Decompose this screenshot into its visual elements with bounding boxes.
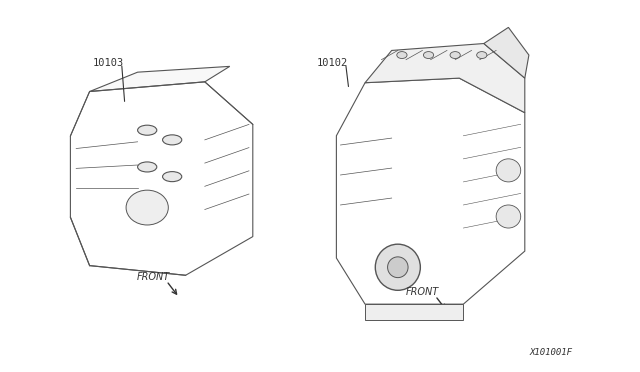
- Polygon shape: [484, 28, 529, 78]
- Ellipse shape: [397, 52, 407, 58]
- Ellipse shape: [126, 190, 168, 225]
- Text: 10102: 10102: [317, 58, 348, 68]
- Text: FRONT: FRONT: [406, 287, 439, 297]
- Text: 10103: 10103: [93, 58, 124, 68]
- Ellipse shape: [375, 244, 420, 290]
- Polygon shape: [365, 304, 463, 320]
- Ellipse shape: [424, 52, 434, 58]
- Ellipse shape: [450, 52, 460, 58]
- Ellipse shape: [496, 205, 521, 228]
- Text: FRONT: FRONT: [137, 272, 170, 282]
- Polygon shape: [90, 66, 230, 92]
- Ellipse shape: [138, 162, 157, 172]
- Ellipse shape: [496, 159, 521, 182]
- Ellipse shape: [163, 135, 182, 145]
- Ellipse shape: [388, 257, 408, 278]
- Ellipse shape: [138, 125, 157, 135]
- Ellipse shape: [163, 171, 182, 182]
- Polygon shape: [365, 44, 525, 113]
- Ellipse shape: [477, 52, 487, 58]
- Text: X101001F: X101001F: [530, 348, 573, 357]
